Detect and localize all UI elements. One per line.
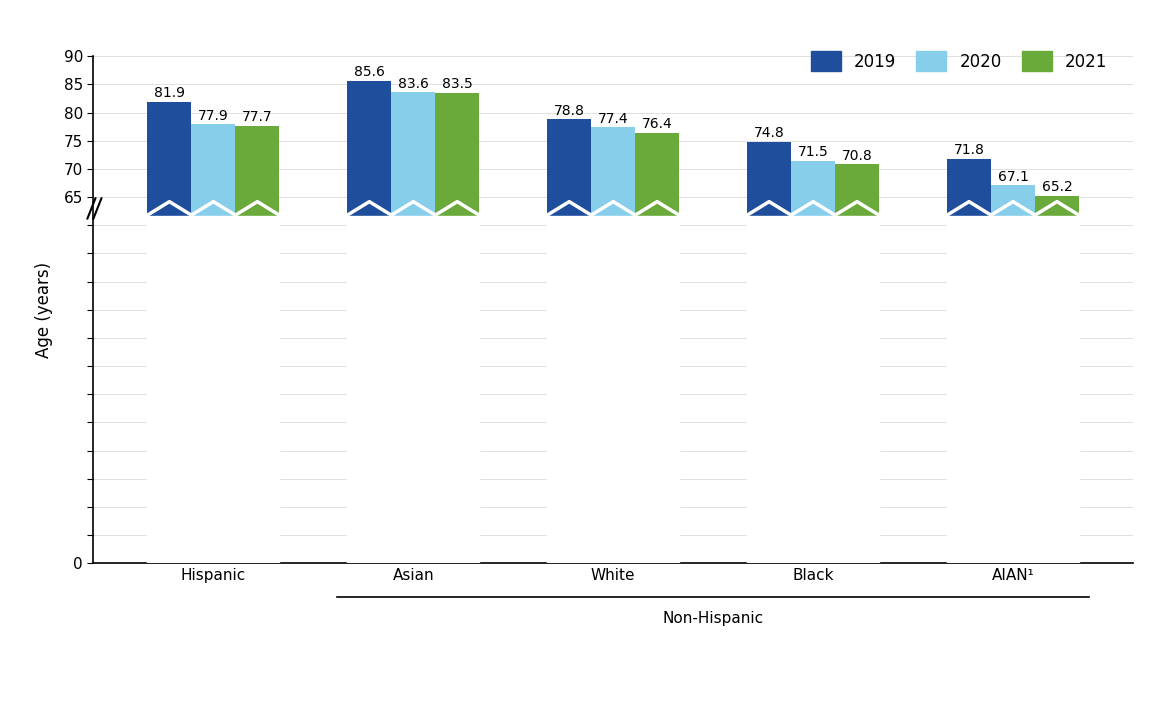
Text: 74.8: 74.8 — [753, 126, 785, 140]
Bar — [748, 142, 791, 563]
Bar — [347, 81, 391, 563]
Text: 65.2: 65.2 — [1042, 180, 1072, 194]
Bar — [990, 215, 1035, 563]
Bar — [791, 215, 835, 563]
Bar — [436, 215, 479, 563]
Bar — [192, 125, 236, 563]
Text: 83.5: 83.5 — [442, 77, 473, 92]
Bar — [236, 125, 279, 563]
Bar — [635, 215, 679, 563]
Bar — [1035, 215, 1079, 563]
Bar — [791, 161, 835, 563]
Bar — [548, 215, 591, 563]
Text: 71.5: 71.5 — [798, 145, 828, 159]
Text: 76.4: 76.4 — [641, 118, 673, 131]
Text: 77.4: 77.4 — [598, 112, 628, 125]
Text: 77.9: 77.9 — [199, 109, 229, 122]
Bar — [990, 185, 1035, 563]
Legend: 2019, 2020, 2021: 2019, 2020, 2021 — [804, 44, 1114, 78]
Text: Non-Hispanic: Non-Hispanic — [662, 611, 764, 626]
Text: 85.6: 85.6 — [354, 65, 384, 80]
Bar — [391, 215, 436, 563]
Text: 67.1: 67.1 — [997, 170, 1029, 184]
Bar — [192, 215, 236, 563]
Bar — [347, 215, 391, 563]
Text: 81.9: 81.9 — [154, 87, 185, 100]
Bar — [147, 215, 192, 563]
Bar — [748, 215, 791, 563]
Bar — [591, 215, 635, 563]
Bar — [835, 215, 880, 563]
Bar — [635, 133, 679, 563]
Text: 70.8: 70.8 — [842, 149, 872, 163]
Text: 83.6: 83.6 — [398, 77, 429, 91]
Y-axis label: Age (years): Age (years) — [35, 262, 53, 358]
Bar — [147, 102, 192, 563]
Text: 77.7: 77.7 — [242, 110, 272, 124]
Bar — [548, 120, 591, 563]
Bar — [591, 127, 635, 563]
Bar — [391, 92, 436, 563]
Bar — [947, 159, 990, 563]
Bar — [835, 165, 880, 563]
Text: 78.8: 78.8 — [554, 103, 585, 118]
Bar — [436, 93, 479, 563]
Bar — [1035, 196, 1079, 563]
Bar — [236, 215, 279, 563]
Text: 71.8: 71.8 — [953, 143, 985, 157]
Bar — [947, 215, 990, 563]
